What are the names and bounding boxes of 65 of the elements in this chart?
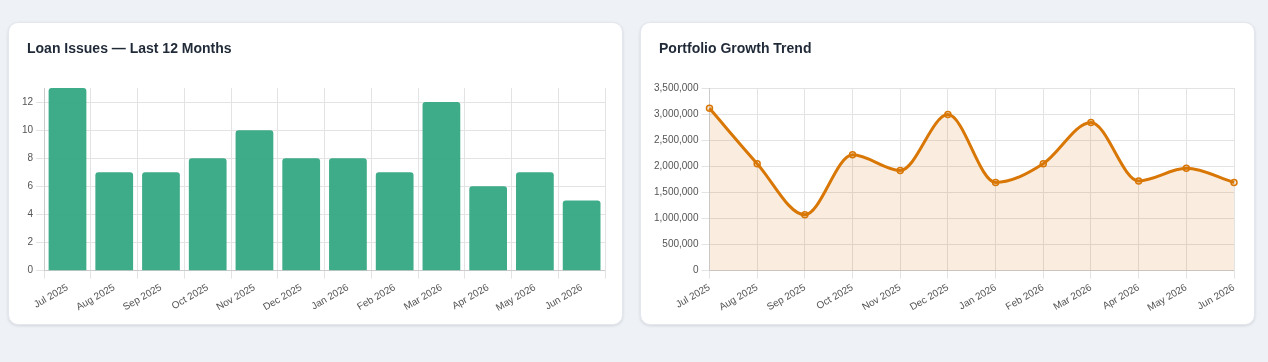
point xyxy=(801,211,809,219)
x-tick-label: Jan 2026 xyxy=(309,281,351,312)
x-tick-label: Apr 2026 xyxy=(449,281,491,312)
x-tick-label: Apr 2026 xyxy=(1100,281,1142,312)
point xyxy=(753,159,761,168)
bar xyxy=(142,172,180,271)
point xyxy=(944,110,952,119)
bar xyxy=(188,158,227,271)
bar xyxy=(235,130,274,271)
bar xyxy=(562,200,601,271)
chart-title: Portfolio Growth Trend xyxy=(659,40,812,56)
x-tick-label: Jun 2026 xyxy=(1195,281,1237,312)
x-tick-label: Mar 2026 xyxy=(1051,281,1094,313)
x-tick-label: Feb 2026 xyxy=(355,281,398,313)
bar xyxy=(516,172,554,271)
x-tick-label: Feb 2026 xyxy=(1003,281,1047,313)
point xyxy=(1134,177,1143,185)
bar xyxy=(329,158,367,271)
y-tick-label: 3,000,000 xyxy=(653,107,699,119)
y-tick-label: 4 xyxy=(27,208,34,220)
x-tick-label: Mar 2026 xyxy=(401,281,445,313)
x-tick-label: Jul 2025 xyxy=(673,281,713,310)
y-tick-label: 2,000,000 xyxy=(653,160,699,172)
bar xyxy=(48,88,87,271)
point xyxy=(1039,159,1048,168)
bar xyxy=(282,158,321,271)
y-tick-label: 2 xyxy=(27,236,34,248)
y-tick-label: 8 xyxy=(27,152,34,163)
y-tick-label: 3,500,000 xyxy=(653,81,699,93)
chart-title: Loan Issues — Last 12 Months xyxy=(27,40,232,56)
x-tick-label: Dec 2025 xyxy=(907,281,951,313)
point xyxy=(1230,178,1238,187)
point xyxy=(848,151,857,159)
y-tick-label: 6 xyxy=(27,180,34,192)
x-tick-label: Dec 2025 xyxy=(261,281,304,313)
x-tick-label: Jun 2026 xyxy=(542,281,585,312)
bar xyxy=(375,172,414,271)
x-tick-label: Nov 2025 xyxy=(860,281,903,313)
y-tick-label: 10 xyxy=(22,123,34,135)
y-tick-label: 1,500,000 xyxy=(653,186,699,198)
x-tick-label: Aug 2025 xyxy=(717,281,760,313)
y-tick-label: 0 xyxy=(692,264,699,276)
point xyxy=(896,166,904,175)
y-tick-label: 0 xyxy=(27,264,34,276)
point xyxy=(1087,118,1095,127)
x-tick-label: May 2026 xyxy=(1145,281,1190,313)
y-tick-label: 1,000,000 xyxy=(653,212,699,224)
y-tick-label: 12 xyxy=(22,95,34,107)
bar xyxy=(422,102,461,271)
bar xyxy=(469,186,508,271)
point xyxy=(991,178,1000,187)
bar xyxy=(95,172,134,271)
x-tick-label: May 2026 xyxy=(493,281,538,313)
x-tick-label: Jul 2025 xyxy=(31,281,71,310)
x-tick-label: Sep 2025 xyxy=(764,281,808,313)
x-tick-label: Jan 2026 xyxy=(956,281,999,312)
x-tick-label: Nov 2025 xyxy=(214,281,258,313)
x-tick-label: Oct 2025 xyxy=(169,281,211,312)
y-tick-label: 2,500,000 xyxy=(653,133,699,145)
point xyxy=(1182,164,1191,173)
x-tick-label: Oct 2025 xyxy=(814,281,856,312)
y-tick-label: 500,000 xyxy=(662,238,699,250)
x-tick-label: Aug 2025 xyxy=(74,281,117,313)
point xyxy=(705,104,714,113)
x-tick-label: Sep 2025 xyxy=(120,281,164,313)
